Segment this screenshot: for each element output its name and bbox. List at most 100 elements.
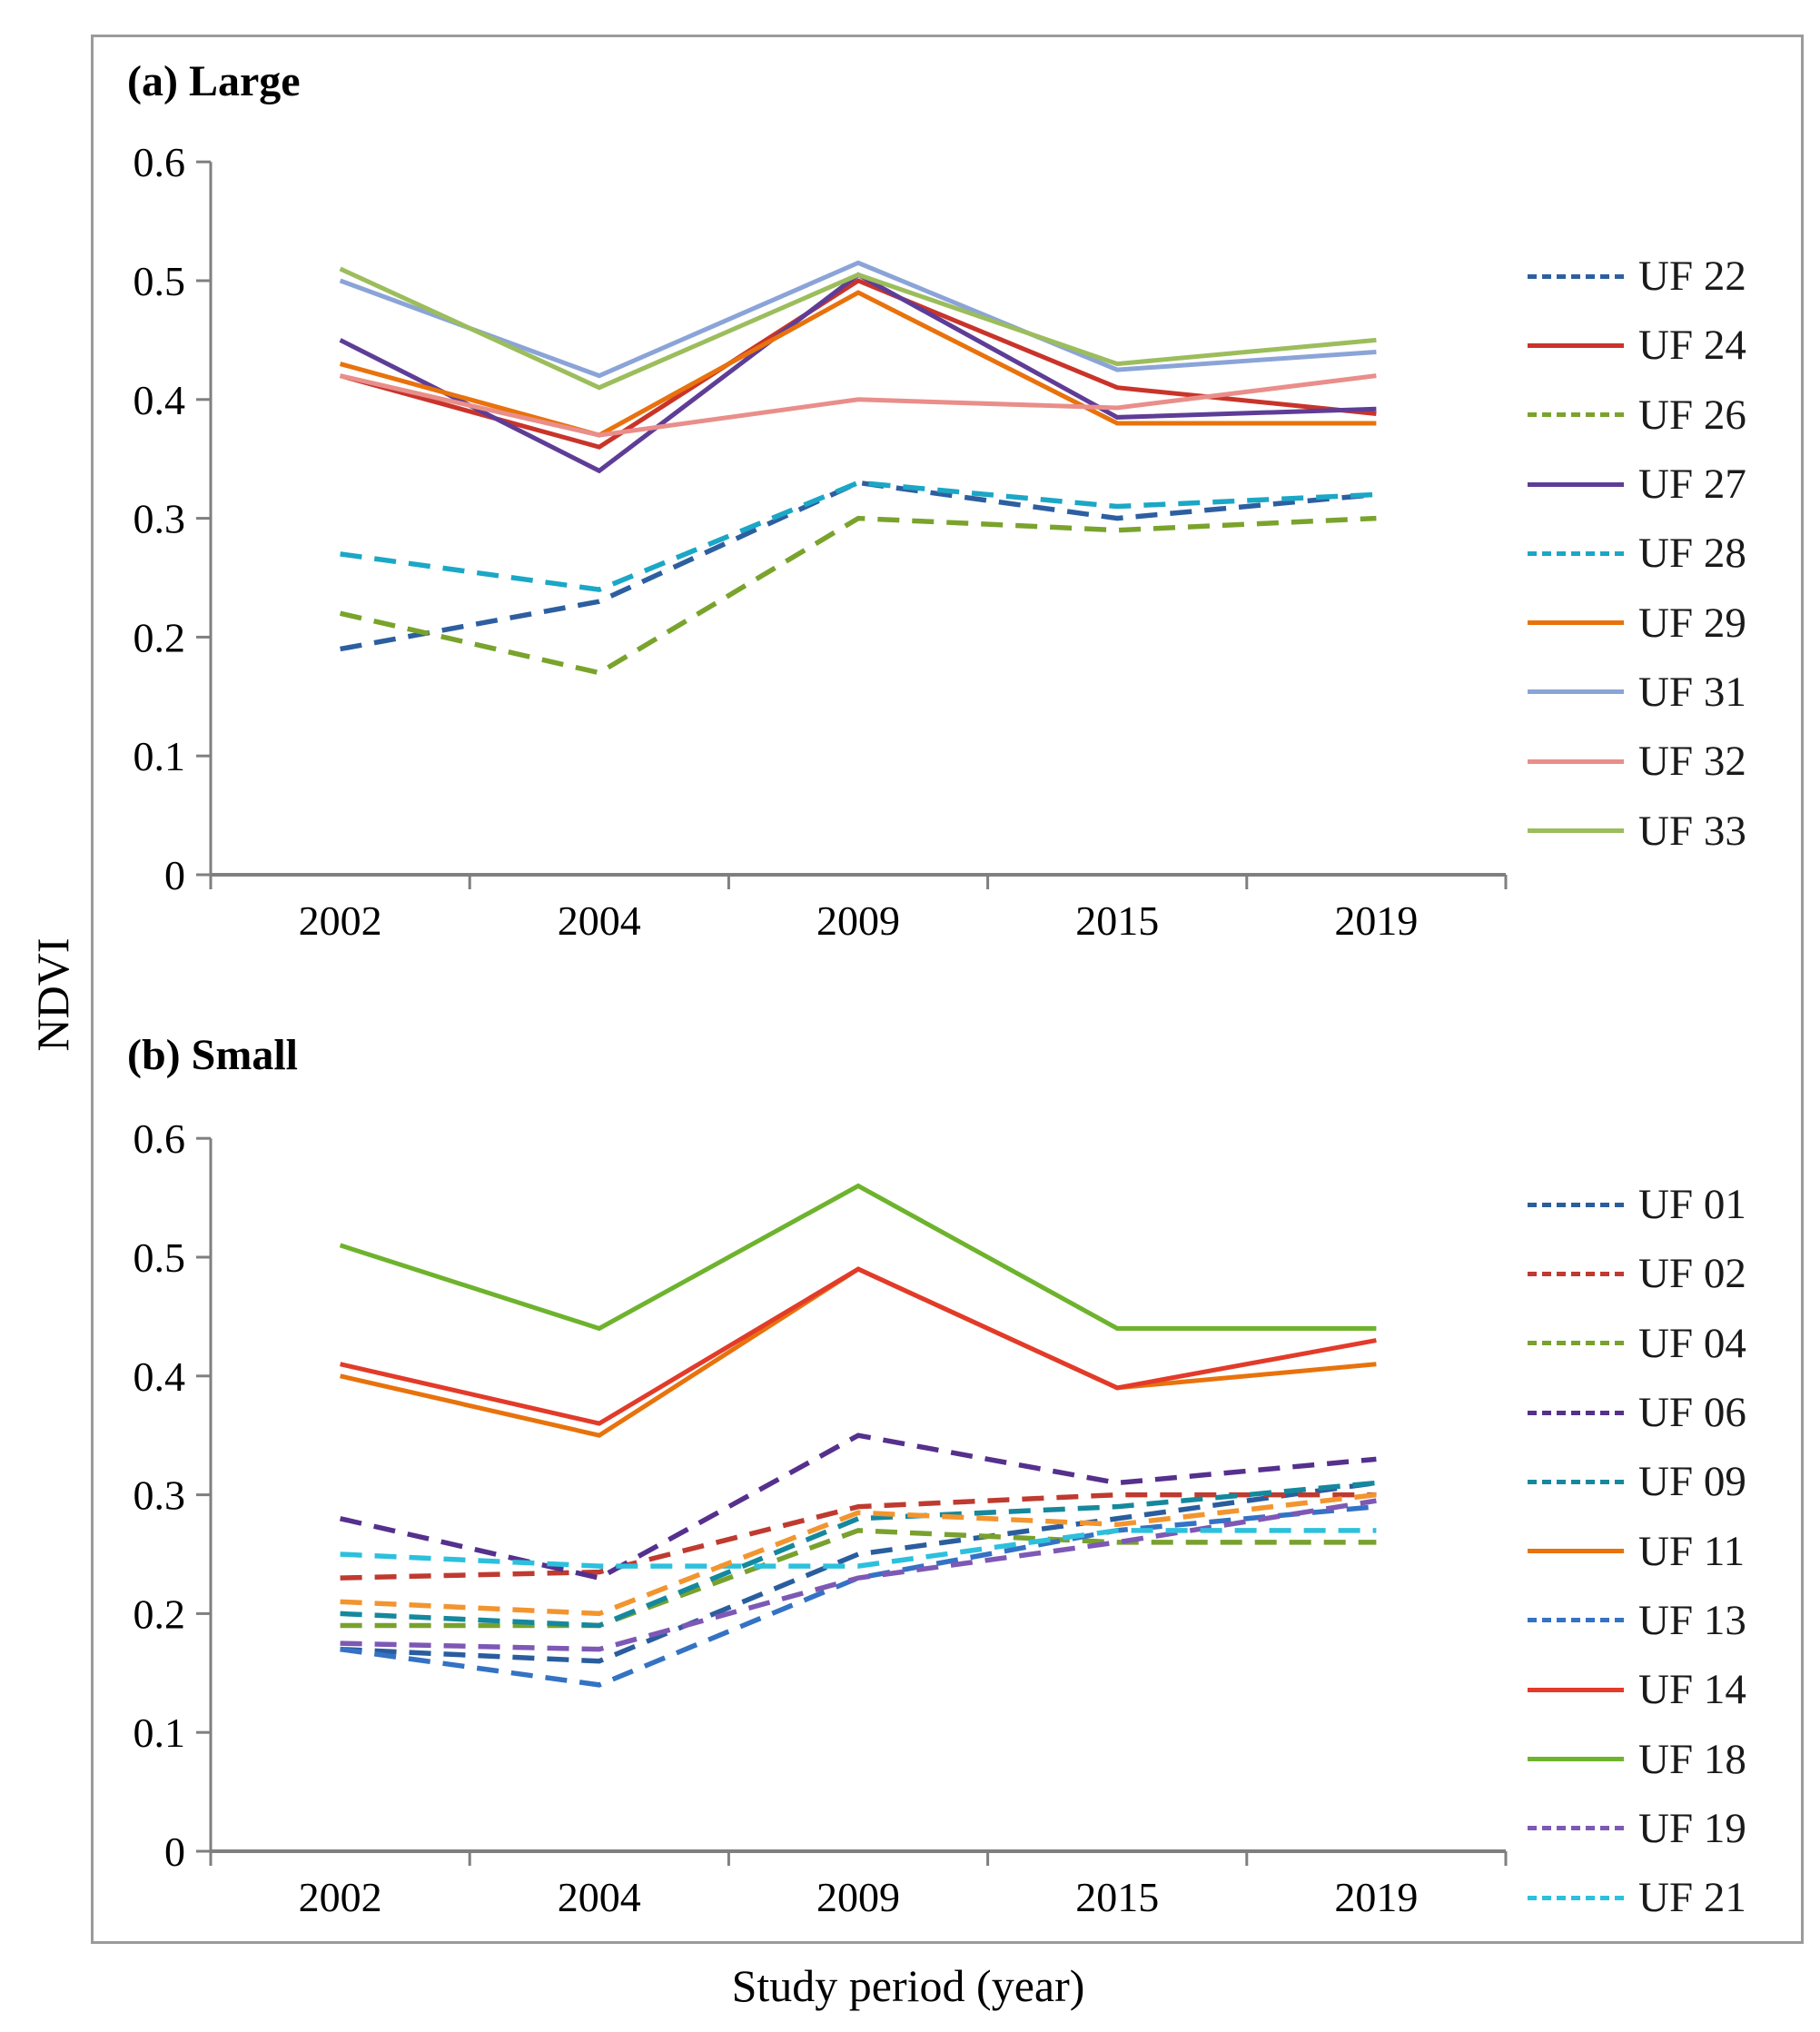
legend-panel-b: UF 01 UF 02 UF 04 UF 06 UF 09 UF 11 UF 13 UF 14…	[1528, 1170, 1809, 1932]
series-line-uf-29	[339, 290, 1377, 438]
panel-a-title: (a) Large	[127, 57, 301, 105]
x-tick-label: 2015	[1075, 897, 1159, 944]
x-tick-label: 2019	[1334, 1874, 1418, 1920]
series-line-uf-21	[340, 1528, 1377, 1569]
legend-line-sample	[1528, 481, 1624, 487]
legend-line-sample	[1528, 1549, 1624, 1554]
figure-border	[91, 35, 1804, 1944]
legend-line-sample	[1528, 273, 1624, 279]
y-tick-label: 0	[164, 1829, 185, 1875]
legend-label: UF 21	[1638, 1874, 1746, 1922]
legend-item-uf-11: UF 11	[1528, 1516, 1809, 1585]
legend-item-uf-18: UF 18	[1528, 1724, 1809, 1793]
legend-line-sample	[1528, 1202, 1624, 1207]
y-tick-label: 0	[164, 852, 185, 898]
legend-label: UF 28	[1638, 530, 1746, 578]
legend-label: UF 29	[1638, 599, 1746, 647]
series-line-uf-28	[340, 480, 1377, 592]
y-tick-label: 0.2	[134, 614, 186, 660]
legend-line-sample	[1528, 689, 1624, 695]
panel-b-title: (b) Small	[127, 1031, 299, 1079]
y-tick-label: 0.4	[134, 1353, 186, 1400]
y-tick-label: 0.6	[134, 139, 186, 185]
y-tick-label: 0.1	[134, 733, 186, 779]
legend-label: UF 04	[1638, 1319, 1746, 1367]
legend-label: UF 31	[1638, 668, 1746, 716]
legend-item-uf-06: UF 06	[1528, 1378, 1809, 1447]
legend-line-sample	[1528, 1271, 1624, 1276]
series-line-uf-27	[339, 272, 1377, 474]
legend-label: UF 24	[1638, 322, 1746, 370]
legend-line-sample	[1528, 828, 1624, 834]
y-tick-label: 0.3	[134, 496, 186, 542]
legend-line-sample	[1528, 758, 1624, 764]
legend-item-uf-04: UF 04	[1528, 1309, 1809, 1378]
legend-label: UF 26	[1638, 391, 1746, 439]
y-tick-label: 0.5	[134, 1234, 186, 1281]
legend-label: UF 13	[1638, 1596, 1746, 1644]
legend-line-sample	[1528, 620, 1624, 626]
legend-line-sample	[1528, 1479, 1624, 1484]
legend-item-uf-31: UF 31	[1528, 658, 1809, 727]
legend-label: UF 01	[1638, 1181, 1746, 1229]
legend-item-uf-21: UF 21	[1528, 1863, 1809, 1932]
legend-label: UF 11	[1638, 1527, 1746, 1575]
legend-line-sample	[1528, 1757, 1624, 1762]
legend-item-uf-14: UF 14	[1528, 1655, 1809, 1724]
legend-label: UF 19	[1638, 1804, 1746, 1852]
legend-item-uf-26: UF 26	[1528, 381, 1809, 450]
legend-line-sample	[1528, 1826, 1624, 1831]
series-line-uf-02	[340, 1492, 1377, 1581]
legend-item-uf-19: UF 19	[1528, 1794, 1809, 1863]
legend-label: UF 33	[1638, 807, 1746, 855]
series-line-uf-06	[339, 1432, 1377, 1581]
legend-line-sample	[1528, 1895, 1624, 1900]
legend-line-sample	[1528, 1618, 1624, 1623]
legend-item-uf-24: UF 24	[1528, 311, 1809, 380]
x-tick-label: 2015	[1075, 1874, 1159, 1920]
y-axis-label: NDVI	[27, 937, 78, 1052]
series-line-uf-32	[340, 373, 1377, 438]
series-line-uf-31	[339, 260, 1377, 379]
legend-line-sample	[1528, 1341, 1624, 1346]
series-line-uf-14	[340, 1266, 1377, 1426]
legend-label: UF 09	[1638, 1458, 1746, 1506]
x-axis-label: Study period (year)	[731, 1960, 1085, 2011]
series-line-uf-22	[340, 480, 1377, 652]
y-tick-label: 0.5	[134, 258, 186, 304]
legend-line-sample	[1528, 1410, 1624, 1415]
y-tick-label: 0.1	[134, 1710, 186, 1756]
series-line-uf-33	[339, 266, 1377, 391]
legend-label: UF 14	[1638, 1666, 1746, 1714]
legend-line-sample	[1528, 342, 1624, 348]
series-line-uf-26	[339, 515, 1377, 676]
y-tick-label: 0.3	[134, 1472, 186, 1519]
legend-label: UF 06	[1638, 1389, 1746, 1437]
x-tick-label: 2004	[558, 1874, 641, 1920]
legend-panel-a: UF 22 UF 24 UF 26 UF 27 UF 28 UF 29 UF 31 UF 32…	[1528, 242, 1809, 866]
y-tick-label: 0.6	[134, 1115, 186, 1162]
series-line-unlabeled	[340, 1492, 1377, 1617]
legend-item-uf-27: UF 27	[1528, 450, 1809, 519]
x-tick-label: 2002	[299, 897, 382, 944]
legend-label: UF 32	[1638, 738, 1746, 786]
legend-item-uf-28: UF 28	[1528, 519, 1809, 588]
series-line-uf-13	[340, 1503, 1377, 1688]
legend-label: UF 27	[1638, 461, 1746, 509]
legend-label: UF 22	[1638, 253, 1746, 301]
legend-item-uf-32: UF 32	[1528, 727, 1809, 796]
legend-item-uf-02: UF 02	[1528, 1239, 1809, 1308]
x-tick-label: 2009	[816, 1874, 900, 1920]
x-tick-label: 2004	[558, 897, 641, 944]
legend-line-sample	[1528, 1687, 1624, 1692]
series-line-uf-09	[340, 1480, 1377, 1629]
legend-line-sample	[1528, 550, 1624, 556]
legend-label: UF 18	[1638, 1735, 1746, 1783]
series-line-uf-04	[340, 1528, 1377, 1629]
legend-line-sample	[1528, 412, 1624, 418]
legend-item-uf-01: UF 01	[1528, 1170, 1809, 1239]
x-tick-label: 2002	[299, 1874, 382, 1920]
legend-item-uf-29: UF 29	[1528, 588, 1809, 657]
